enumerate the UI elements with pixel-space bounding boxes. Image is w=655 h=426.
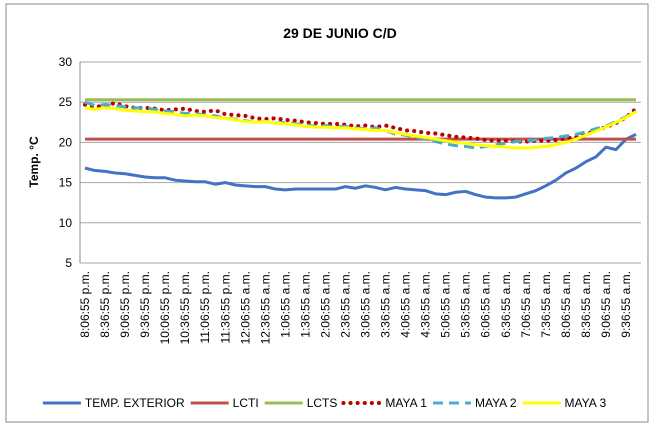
x-tick-label: 8:06:55 a.m. bbox=[559, 271, 573, 338]
x-tick-label: 2:36:55 a.m. bbox=[338, 271, 352, 338]
y-tick-label: 10 bbox=[59, 216, 73, 230]
y-tick-label: 20 bbox=[59, 135, 73, 149]
x-tick-label: 9:06:55 a.m. bbox=[599, 271, 613, 338]
chart-frame bbox=[5, 3, 649, 423]
x-tick-label: 11:06:55 p.m. bbox=[198, 271, 212, 344]
y-tick-label: 5 bbox=[65, 256, 72, 270]
chart-title: 29 DE JUNIO C/D bbox=[283, 25, 397, 41]
x-tick-label: 8:36:55 p.m. bbox=[98, 271, 112, 338]
x-tick-label: 3:06:55 a.m. bbox=[359, 271, 373, 338]
x-tick-label: 6:06:55 a.m. bbox=[479, 271, 493, 338]
x-tick-label: 3:36:55 a.m. bbox=[379, 271, 393, 338]
x-tick-label: 11:36:55 p.m. bbox=[218, 271, 232, 344]
x-tick-label: 8:36:55 a.m. bbox=[579, 271, 593, 338]
x-tick-label: 4:36:55 a.m. bbox=[419, 271, 433, 338]
legend-label: MAYA 1 bbox=[385, 396, 427, 410]
y-axis-label: Temp. °C bbox=[27, 136, 41, 188]
x-tick-label: 12:36:55 a.m. bbox=[258, 271, 272, 344]
x-tick-label: 10:36:55 p.m. bbox=[178, 271, 192, 344]
x-tick-label: 10:06:55 p.m. bbox=[158, 271, 172, 344]
x-tick-label: 8:06:55 p.m. bbox=[78, 271, 92, 338]
x-tick-label: 5:36:55 a.m. bbox=[459, 271, 473, 338]
x-tick-label: 9:36:55 p.m. bbox=[138, 271, 152, 338]
legend-label: TEMP. EXTERIOR bbox=[85, 396, 185, 410]
x-tick-label: 2:06:55 a.m. bbox=[318, 271, 332, 338]
x-tick-label: 9:36:55 a.m. bbox=[619, 271, 633, 338]
legend: TEMP. EXTERIOR LCTI LCTS MAYA 1 MAYA 2 MAYA 3 bbox=[42, 396, 607, 410]
y-tick-label: 25 bbox=[59, 95, 73, 109]
x-tick-label: 1:06:55 a.m. bbox=[278, 271, 292, 338]
series-line bbox=[84, 106, 637, 150]
legend-label: LCTS bbox=[307, 396, 338, 410]
legend-label: LCTI bbox=[233, 396, 259, 410]
x-tick-label: 1:36:55 a.m. bbox=[298, 271, 312, 338]
y-tick-label: 30 bbox=[59, 55, 73, 69]
y-tick-label: 15 bbox=[59, 176, 73, 190]
series-line bbox=[84, 133, 637, 200]
x-tick-label: 6:36:55 a.m. bbox=[499, 271, 513, 338]
x-tick-label: 4:06:55 a.m. bbox=[399, 271, 413, 338]
legend-label: MAYA 3 bbox=[565, 396, 607, 410]
legend-label: MAYA 2 bbox=[475, 396, 517, 410]
x-tick-label: 5:06:55 a.m. bbox=[439, 271, 453, 338]
series-line bbox=[83, 101, 638, 144]
x-tick-label: 7:36:55 a.m. bbox=[539, 271, 553, 338]
x-tick-label: 9:06:55 p.m. bbox=[118, 271, 132, 338]
x-tick-label: 7:06:55 a.m. bbox=[519, 271, 533, 338]
x-tick-label: 12:06:55 a.m. bbox=[238, 271, 252, 344]
